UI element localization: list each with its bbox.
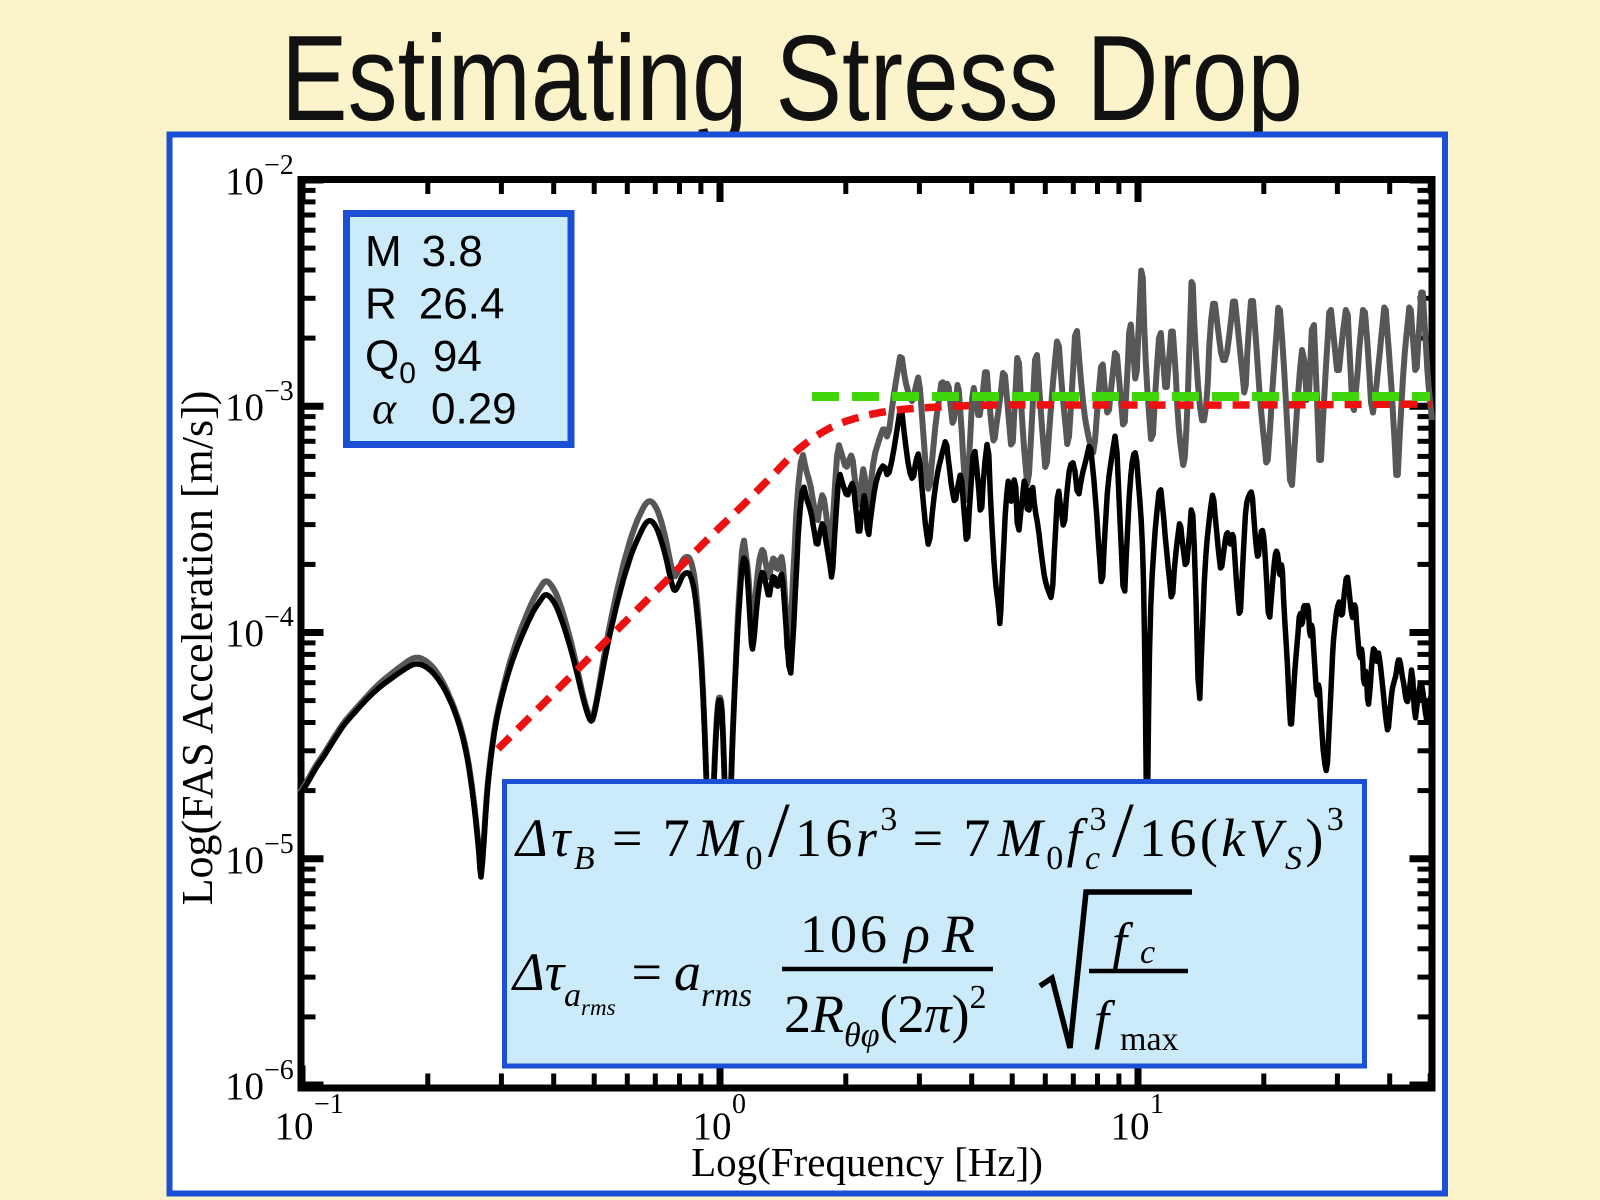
svg-text:Estimating Stress Drop: Estimating Stress Drop — [281, 10, 1303, 146]
svg-text:10: 10 — [225, 1065, 264, 1108]
svg-text:max: max — [1120, 1021, 1179, 1058]
svg-text:M3.8: M 3.8 — [365, 227, 483, 276]
svg-text:−2: −2 — [264, 150, 294, 181]
svg-text:10: 10 — [225, 839, 264, 882]
svg-text:−1: −1 — [314, 1089, 344, 1120]
svg-text:R26.4: R 26.4 — [365, 280, 504, 329]
svg-text:10: 10 — [693, 1105, 732, 1148]
svg-text:α: α — [372, 383, 397, 434]
svg-text:10: 10 — [225, 386, 264, 429]
svg-text:2Rθφ(2π)2: 2Rθφ(2π)2 — [784, 979, 987, 1054]
svg-text:0: 0 — [732, 1089, 746, 1120]
svg-text:−5: −5 — [264, 829, 294, 860]
svg-text:c: c — [1140, 934, 1155, 971]
svg-text:10: 10 — [225, 160, 264, 203]
svg-text:10: 10 — [1111, 1105, 1150, 1148]
svg-text:10: 10 — [275, 1105, 314, 1148]
svg-text:−3: −3 — [264, 376, 294, 407]
svg-text:1: 1 — [1150, 1089, 1164, 1120]
svg-text:−4: −4 — [264, 602, 294, 633]
svg-text:0.29: 0.29 — [431, 385, 517, 434]
svg-text:Log(FAS Acceleration [m/s]): Log(FAS Acceleration [m/s]) — [173, 391, 222, 906]
svg-text:10: 10 — [225, 612, 264, 655]
svg-text:Log(Frequency [Hz]): Log(Frequency [Hz]) — [691, 1139, 1043, 1185]
svg-text:−6: −6 — [264, 1055, 294, 1086]
